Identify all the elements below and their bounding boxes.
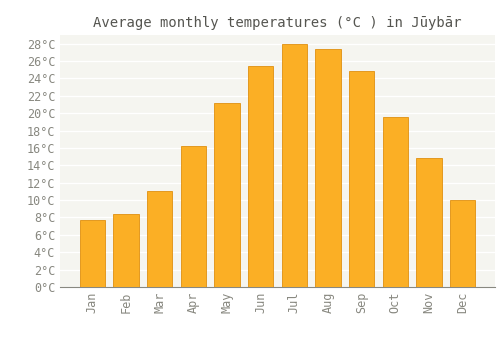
Bar <box>248 66 274 287</box>
Bar <box>214 103 240 287</box>
Bar <box>316 49 340 287</box>
Bar <box>349 71 374 287</box>
Bar <box>382 117 408 287</box>
Bar <box>180 146 206 287</box>
Bar <box>416 158 442 287</box>
Title: Average monthly temperatures (°C ) in Jūybār: Average monthly temperatures (°C ) in Jū… <box>93 16 462 30</box>
Bar <box>80 220 105 287</box>
Bar <box>450 200 475 287</box>
Bar <box>147 190 172 287</box>
Bar <box>282 44 307 287</box>
Bar <box>114 214 138 287</box>
